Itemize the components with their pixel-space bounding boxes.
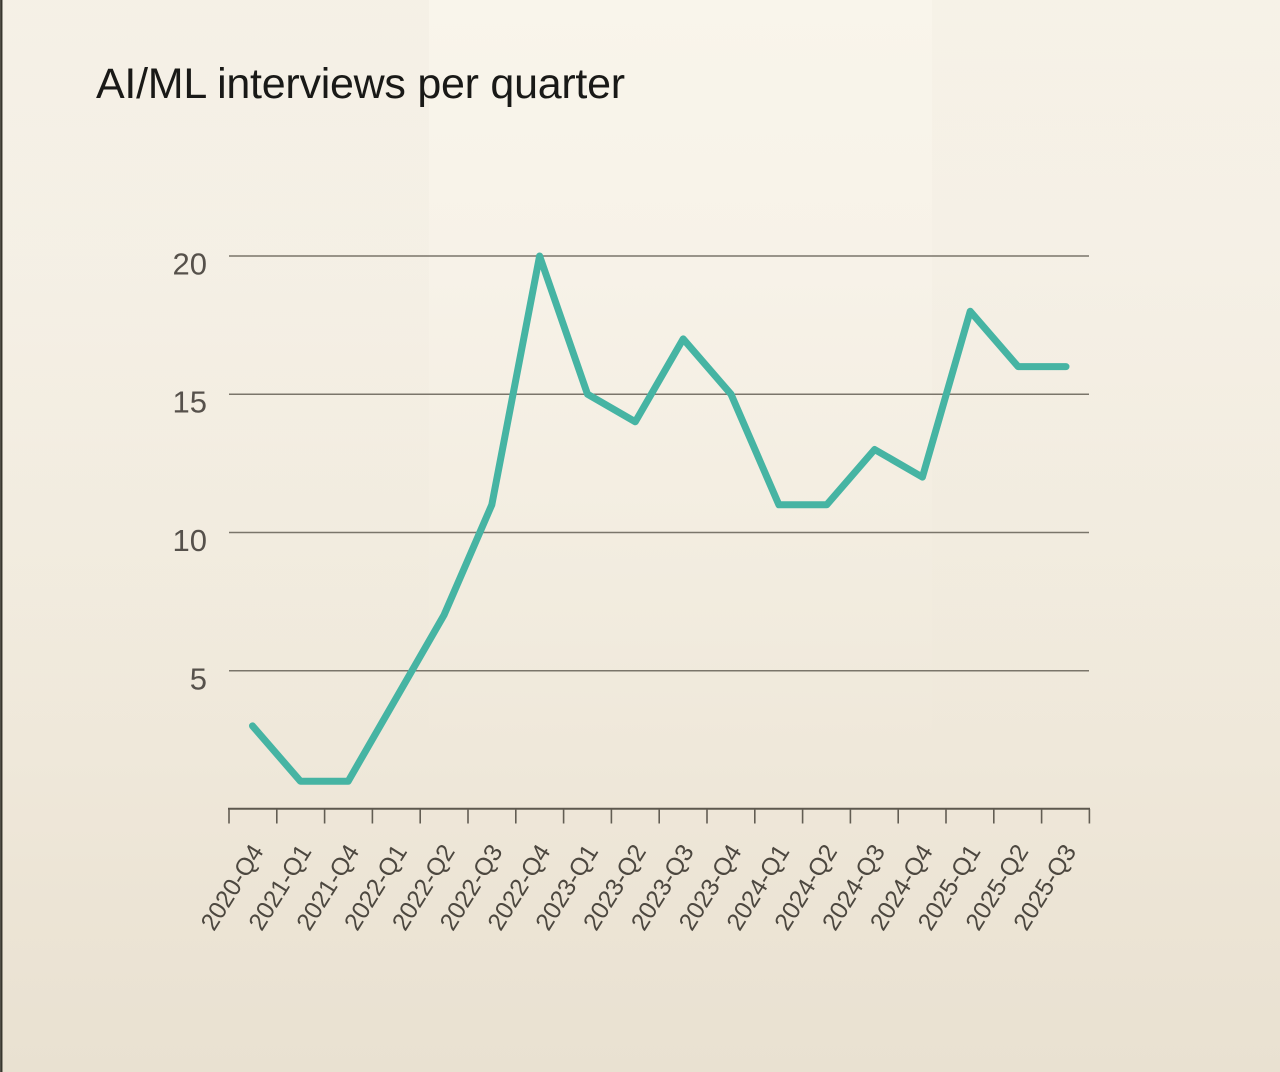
svg-text:20: 20 — [173, 247, 207, 282]
svg-text:10: 10 — [173, 523, 207, 558]
svg-text:5: 5 — [190, 661, 207, 696]
svg-text:15: 15 — [173, 385, 207, 420]
